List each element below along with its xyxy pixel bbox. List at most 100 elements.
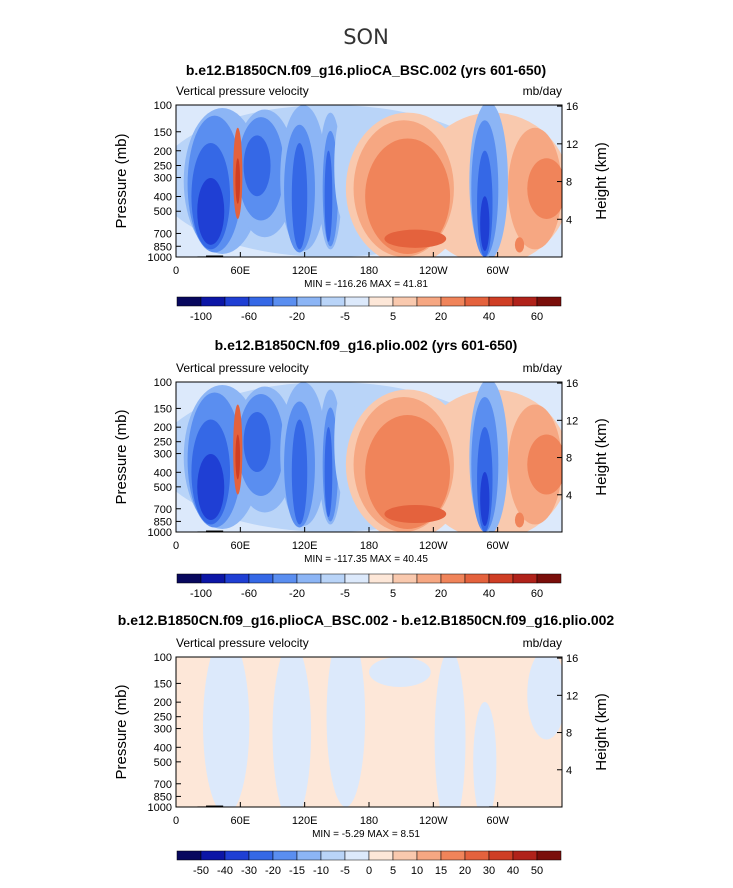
contour-region bbox=[291, 419, 308, 525]
y-tick-label: 400 bbox=[154, 467, 172, 479]
colorbar-swatch bbox=[536, 850, 562, 861]
right-tick-label: 4 bbox=[566, 765, 572, 777]
y-tick-label: 100 bbox=[154, 100, 172, 112]
right-tick-label: 8 bbox=[566, 177, 572, 189]
colorbar-swatch bbox=[536, 573, 562, 584]
x-tick-label: 120E bbox=[292, 815, 318, 827]
contour-region bbox=[243, 412, 271, 472]
y-tick-label: 700 bbox=[154, 228, 172, 240]
x-tick-label: 60E bbox=[231, 815, 251, 827]
figure-title: SON bbox=[343, 25, 389, 49]
colorbar-swatch bbox=[200, 573, 226, 584]
colorbar-label: -40 bbox=[217, 865, 233, 877]
variable-label: Vertical pressure velocity bbox=[176, 84, 309, 98]
contour-region bbox=[514, 237, 525, 253]
panel-title: b.e12.B1850CN.f09_g16.plio.002 (yrs 601-… bbox=[215, 337, 518, 353]
colorbar-label: -5 bbox=[340, 865, 350, 877]
y-tick-label: 850 bbox=[154, 791, 172, 803]
y-tick-label: 700 bbox=[154, 504, 172, 516]
colorbar-label: 20 bbox=[459, 865, 471, 877]
colorbar-swatch bbox=[464, 296, 490, 307]
right-tick-label: 4 bbox=[566, 214, 572, 226]
y-tick-label: 200 bbox=[154, 422, 172, 434]
x-tick-label: 0 bbox=[173, 265, 179, 277]
y-tick-label: 500 bbox=[154, 482, 172, 494]
colorbar-swatch bbox=[344, 573, 370, 584]
colorbar-label: -50 bbox=[193, 865, 209, 877]
x-tick-label: 60E bbox=[231, 540, 251, 552]
x-tick-label: 0 bbox=[173, 815, 179, 827]
colorbar-label: 40 bbox=[483, 311, 495, 323]
colorbar-label: -60 bbox=[241, 311, 257, 323]
right-tick-label: 8 bbox=[566, 453, 572, 465]
y-tick-label: 700 bbox=[154, 779, 172, 791]
contour-region bbox=[365, 415, 451, 529]
colorbar-swatch bbox=[368, 850, 394, 861]
colorbar-swatch bbox=[368, 573, 394, 584]
y-axis-label: Pressure (mb) bbox=[113, 684, 130, 779]
colorbar-swatch bbox=[344, 850, 370, 861]
units-label: mb/day bbox=[523, 636, 562, 650]
min-max-label: MIN = -5.29 MAX = 8.51 bbox=[312, 829, 420, 840]
contour-region bbox=[243, 135, 271, 197]
colorbar-swatch bbox=[344, 296, 370, 307]
colorbar-swatch bbox=[536, 296, 562, 307]
contour-region bbox=[197, 177, 225, 245]
colorbar-swatch bbox=[392, 850, 418, 861]
variable-label: Vertical pressure velocity bbox=[176, 636, 309, 650]
contour-region bbox=[434, 657, 466, 807]
right-tick-label: 12 bbox=[566, 139, 578, 151]
contour-region bbox=[197, 454, 225, 520]
x-tick-label: 0 bbox=[173, 540, 179, 552]
y-tick-label: 150 bbox=[154, 678, 172, 690]
x-tick-label: 60W bbox=[486, 815, 509, 827]
y-tick-label: 400 bbox=[154, 742, 172, 754]
colorbar-label: 20 bbox=[435, 311, 447, 323]
colorbar-swatch bbox=[416, 573, 442, 584]
contour-region bbox=[384, 229, 447, 248]
y-tick-label: 250 bbox=[154, 160, 172, 172]
colorbar-swatch bbox=[488, 573, 514, 584]
min-max-label: MIN = -117.35 MAX = 40.45 bbox=[304, 554, 428, 565]
colorbar-swatch bbox=[296, 850, 322, 861]
y-tick-label: 500 bbox=[154, 206, 172, 218]
x-tick-label: 120W bbox=[419, 265, 448, 277]
colorbar-swatch bbox=[488, 296, 514, 307]
colorbar-swatch bbox=[416, 296, 442, 307]
min-max-label: MIN = -116.26 MAX = 41.81 bbox=[304, 279, 428, 290]
contour-region bbox=[369, 657, 431, 687]
colorbar-label: -100 bbox=[190, 311, 212, 323]
colorbar-swatch bbox=[272, 850, 298, 861]
y-tick-label: 850 bbox=[154, 241, 172, 253]
y-tick-label: 100 bbox=[154, 377, 172, 389]
colorbar-swatch bbox=[512, 573, 538, 584]
colorbar: -50 -40 -30 -20 -15 -10 -5 0 5 10 15 20 30 40 50 bbox=[176, 850, 562, 877]
colorbar-swatch bbox=[272, 296, 298, 307]
panel-1: b.e12.B1850CN.f09_g16.plioCA_BSC.002 (yr… bbox=[113, 62, 610, 323]
panel-title: b.e12.B1850CN.f09_g16.plioCA_BSC.002 - b… bbox=[118, 612, 615, 628]
contour-region bbox=[291, 143, 308, 250]
contour-region bbox=[527, 158, 562, 219]
contour-region bbox=[203, 657, 250, 807]
colorbar-label: 5 bbox=[390, 311, 396, 323]
colorbar-label: -15 bbox=[289, 865, 305, 877]
colorbar-label: -20 bbox=[289, 588, 305, 600]
right-tick-label: 12 bbox=[566, 690, 578, 702]
colorbar-swatch bbox=[368, 296, 394, 307]
x-tick-label: 60W bbox=[486, 265, 509, 277]
colorbar-label: 60 bbox=[531, 588, 543, 600]
colorbar-swatch bbox=[392, 573, 418, 584]
colorbar-label: 40 bbox=[483, 588, 495, 600]
colorbar-swatch bbox=[320, 296, 346, 307]
y-axis-label-right: Height (km) bbox=[593, 418, 610, 496]
colorbar-label: -20 bbox=[289, 311, 305, 323]
y-axis-label-right: Height (km) bbox=[593, 693, 610, 771]
right-tick-label: 4 bbox=[566, 490, 572, 502]
colorbar-swatch bbox=[224, 573, 250, 584]
colorbar-swatch bbox=[176, 296, 202, 307]
right-tick-label: 8 bbox=[566, 728, 572, 740]
x-tick-label: 180 bbox=[360, 265, 378, 277]
variable-label: Vertical pressure velocity bbox=[176, 361, 309, 375]
units-label: mb/day bbox=[523, 84, 562, 98]
colorbar-swatch bbox=[248, 296, 274, 307]
